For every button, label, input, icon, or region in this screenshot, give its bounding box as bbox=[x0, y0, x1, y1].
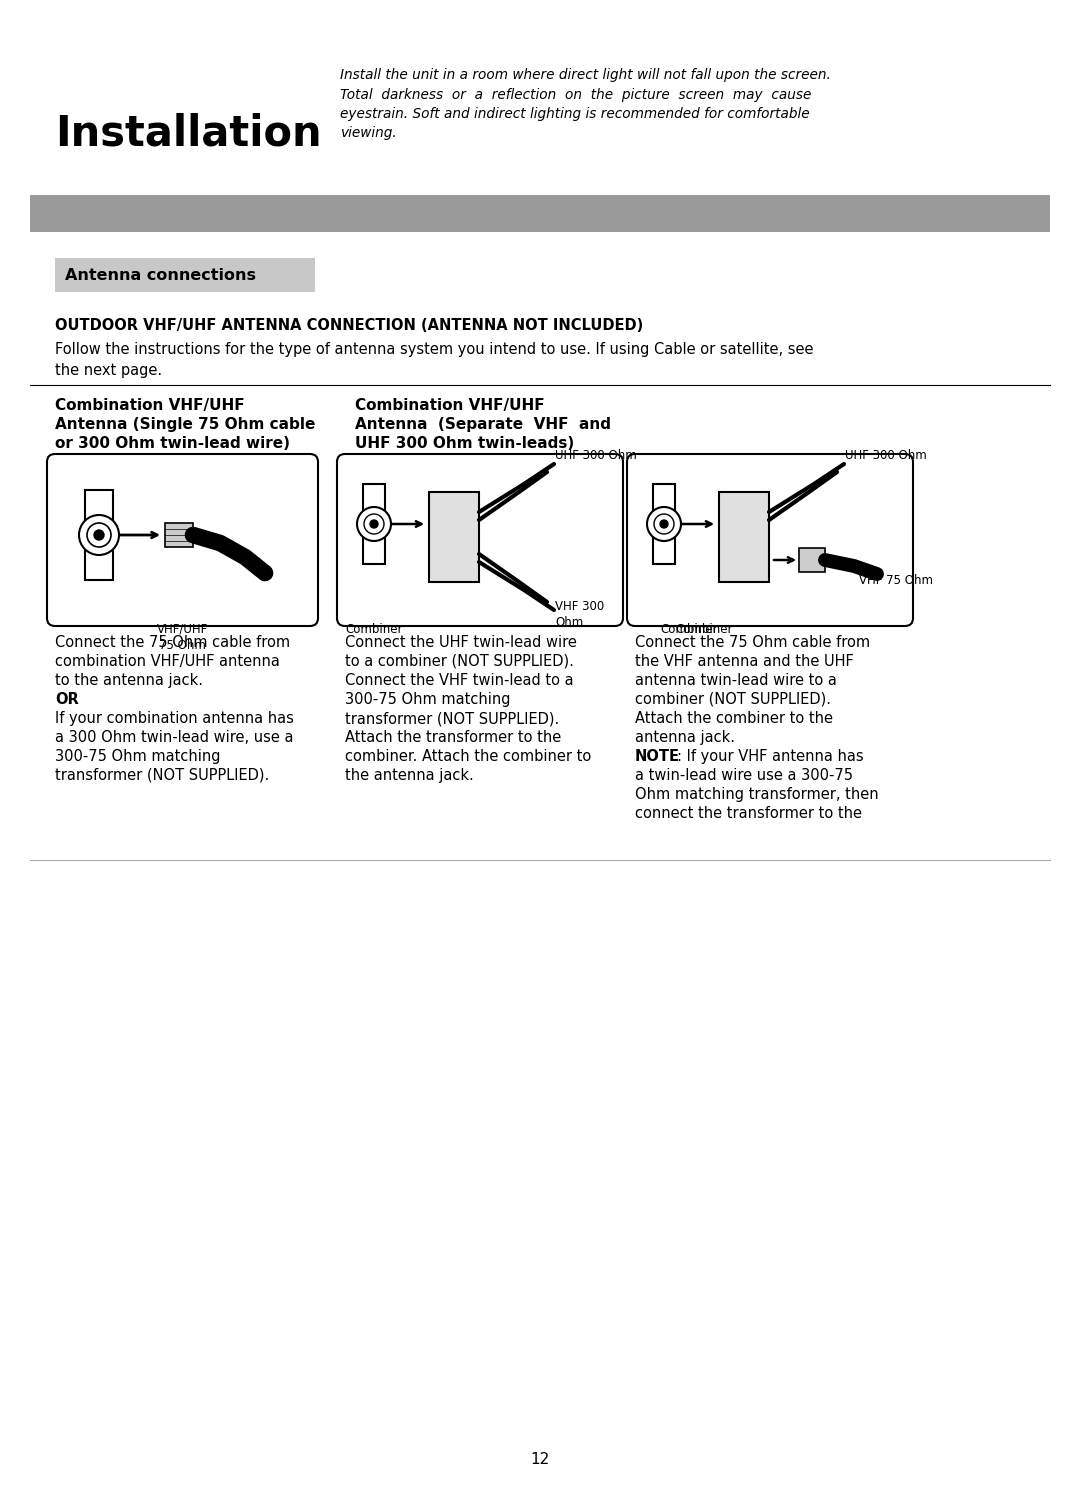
FancyBboxPatch shape bbox=[48, 454, 318, 625]
Circle shape bbox=[364, 514, 384, 533]
Text: Connect the UHF twin-lead wire: Connect the UHF twin-lead wire bbox=[345, 634, 577, 650]
Text: OR: OR bbox=[55, 692, 79, 707]
Text: VHF 300
Ohm: VHF 300 Ohm bbox=[555, 600, 604, 628]
Text: Attach the transformer to the: Attach the transformer to the bbox=[345, 729, 562, 744]
Text: combination VHF/UHF antenna: combination VHF/UHF antenna bbox=[55, 654, 280, 669]
Text: a 300 Ohm twin-lead wire, use a: a 300 Ohm twin-lead wire, use a bbox=[55, 729, 294, 744]
Text: Combination VHF/UHF
Antenna (Single 75 Ohm cable
or 300 Ohm twin-lead wire): Combination VHF/UHF Antenna (Single 75 O… bbox=[55, 398, 315, 452]
Bar bbox=[30, 194, 1050, 232]
Text: Connect the VHF twin-lead to a: Connect the VHF twin-lead to a bbox=[345, 674, 573, 689]
Circle shape bbox=[660, 520, 669, 527]
Text: Attach the combiner to the: Attach the combiner to the bbox=[635, 711, 833, 726]
Circle shape bbox=[357, 506, 391, 541]
Bar bbox=[55, 258, 315, 292]
Text: transformer (NOT SUPPLIED).: transformer (NOT SUPPLIED). bbox=[55, 769, 269, 784]
Text: Combiner: Combiner bbox=[346, 622, 403, 636]
Circle shape bbox=[654, 514, 674, 533]
Text: Ohm matching transformer, then: Ohm matching transformer, then bbox=[635, 787, 879, 802]
Bar bbox=[165, 523, 193, 547]
Text: VHF 75 Ohm: VHF 75 Ohm bbox=[859, 574, 933, 588]
Circle shape bbox=[79, 515, 119, 555]
Text: : If your VHF antenna has: : If your VHF antenna has bbox=[677, 749, 864, 764]
Text: UHF 300 Ohm: UHF 300 Ohm bbox=[555, 449, 637, 463]
Text: combiner. Attach the combiner to: combiner. Attach the combiner to bbox=[345, 749, 591, 764]
Text: VHF/UHF
75 Ohm: VHF/UHF 75 Ohm bbox=[157, 622, 208, 653]
FancyBboxPatch shape bbox=[627, 454, 913, 625]
Text: Connect the 75 Ohm cable from: Connect the 75 Ohm cable from bbox=[55, 634, 291, 650]
Text: combiner (NOT SUPPLIED).: combiner (NOT SUPPLIED). bbox=[635, 692, 831, 707]
Text: a twin-lead wire use a 300-75: a twin-lead wire use a 300-75 bbox=[635, 769, 853, 784]
Text: NOTE: NOTE bbox=[635, 749, 680, 764]
Text: Antenna connections: Antenna connections bbox=[65, 268, 256, 282]
Text: transformer (NOT SUPPLIED).: transformer (NOT SUPPLIED). bbox=[345, 711, 559, 726]
Text: 12: 12 bbox=[530, 1453, 550, 1468]
Bar bbox=[719, 491, 769, 582]
Circle shape bbox=[94, 530, 104, 540]
Text: If your combination antenna has: If your combination antenna has bbox=[55, 711, 294, 726]
Text: 300-75 Ohm matching: 300-75 Ohm matching bbox=[345, 692, 511, 707]
Bar bbox=[363, 484, 384, 564]
Text: Combiner: Combiner bbox=[660, 622, 718, 636]
Text: the antenna jack.: the antenna jack. bbox=[345, 769, 474, 784]
Text: 300-75 Ohm matching: 300-75 Ohm matching bbox=[55, 749, 220, 764]
Bar bbox=[799, 549, 825, 573]
Text: antenna twin-lead wire to a: antenna twin-lead wire to a bbox=[635, 674, 837, 689]
Text: Combiner: Combiner bbox=[675, 622, 732, 636]
Circle shape bbox=[647, 506, 681, 541]
Circle shape bbox=[87, 523, 111, 547]
Text: connect the transformer to the: connect the transformer to the bbox=[635, 806, 862, 821]
Bar bbox=[653, 484, 675, 564]
Bar bbox=[429, 491, 480, 582]
Text: to the antenna jack.: to the antenna jack. bbox=[55, 674, 203, 689]
Text: Combination VHF/UHF
Antenna  (Separate  VHF  and
UHF 300 Ohm twin-leads): Combination VHF/UHF Antenna (Separate VH… bbox=[355, 398, 611, 452]
Text: the VHF antenna and the UHF: the VHF antenna and the UHF bbox=[635, 654, 854, 669]
Circle shape bbox=[370, 520, 378, 527]
Text: to a combiner (NOT SUPPLIED).: to a combiner (NOT SUPPLIED). bbox=[345, 654, 573, 669]
Text: Installation: Installation bbox=[55, 113, 322, 155]
Text: UHF 300 Ohm: UHF 300 Ohm bbox=[845, 449, 927, 463]
Text: antenna jack.: antenna jack. bbox=[635, 729, 735, 744]
Text: Install the unit in a room where direct light will not fall upon the screen.
Tot: Install the unit in a room where direct … bbox=[340, 68, 831, 140]
FancyBboxPatch shape bbox=[337, 454, 623, 625]
Bar bbox=[85, 490, 113, 580]
Text: OUTDOOR VHF/UHF ANTENNA CONNECTION (ANTENNA NOT INCLUDED): OUTDOOR VHF/UHF ANTENNA CONNECTION (ANTE… bbox=[55, 318, 644, 333]
Text: Connect the 75 Ohm cable from: Connect the 75 Ohm cable from bbox=[635, 634, 870, 650]
Text: Follow the instructions for the type of antenna system you intend to use. If usi: Follow the instructions for the type of … bbox=[55, 342, 813, 378]
